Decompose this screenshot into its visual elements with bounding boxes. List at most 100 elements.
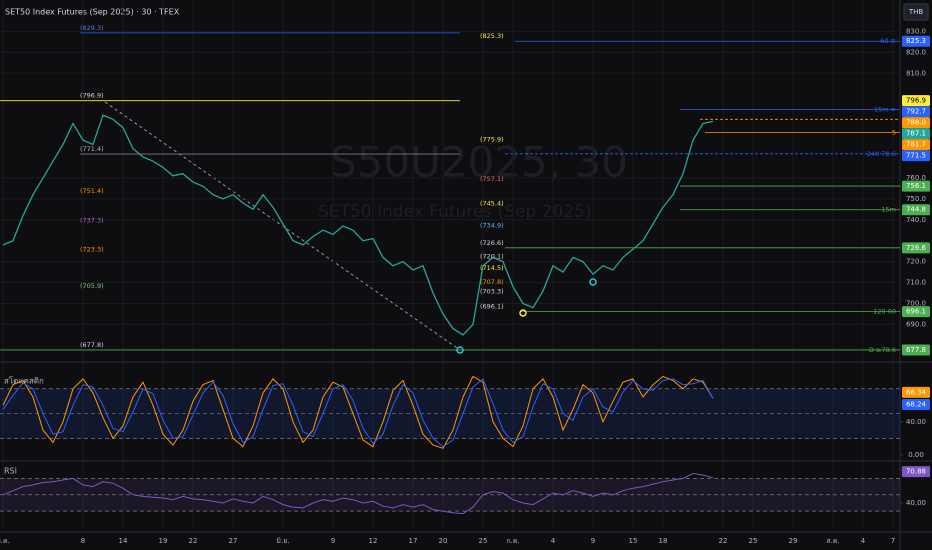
currency: THB	[908, 8, 924, 16]
price-label: 792.7	[906, 108, 926, 116]
price-label: 796.9	[906, 97, 926, 105]
y-tick-label: 0.00	[908, 451, 924, 459]
fib-label: (714.5)	[480, 264, 504, 272]
price-label: 696.1	[906, 308, 926, 316]
y-tick-label: 690.0	[906, 320, 926, 328]
price-label: 677.8	[906, 346, 926, 354]
y-tick-label: 820.0	[906, 48, 926, 56]
y-tick-label: 700.0	[906, 299, 926, 307]
x-tick-label: ก.ค.	[506, 537, 519, 545]
y-tick-label: 710.0	[906, 279, 926, 287]
last-value-label-box	[902, 466, 930, 478]
y-tick-label: 760.0	[906, 174, 926, 182]
y-tick-label: 40.00	[906, 418, 926, 426]
price-label-box	[902, 180, 930, 192]
x-tick-label: 14	[119, 537, 128, 545]
price-label: 726.6	[906, 244, 927, 252]
fib-label: (677.8)	[80, 341, 104, 349]
price-label: 781.7	[906, 141, 926, 149]
x-tick-label: 12	[369, 537, 378, 545]
level-note: 15m ≡	[874, 105, 896, 113]
x-tick-label: ส.ค.	[826, 537, 839, 545]
x-tick-label: 17	[409, 537, 418, 545]
pivot-marker	[589, 278, 597, 286]
fib-label: (737.3)	[80, 216, 104, 224]
x-tick-label: 9	[331, 537, 335, 545]
last-value-label: 68.34	[906, 388, 927, 396]
price-label-box	[902, 242, 930, 254]
x-tick-label: มิ.ย.	[276, 537, 289, 545]
y-tick-label: 740.0	[906, 216, 926, 224]
currency-box[interactable]	[903, 3, 929, 21]
price-label-box	[902, 35, 930, 47]
pivot-marker	[456, 346, 464, 354]
pane-title: สโตแคสติก	[4, 376, 44, 386]
fib-label: (796.9)	[80, 92, 104, 100]
last-value-label: 70.88	[906, 468, 926, 476]
pivot-marker	[519, 309, 527, 317]
level-note: 120 00	[873, 308, 896, 316]
price-label-box	[902, 344, 930, 356]
last-value-label: 68.24	[906, 400, 927, 408]
price-label-box	[902, 204, 930, 216]
fib-label: (705.9)	[80, 282, 104, 290]
series-line	[2, 378, 714, 448]
level-note: D ≥78.6	[869, 346, 896, 354]
y-tick-label: 810.0	[906, 69, 926, 77]
x-tick-label: 29	[789, 537, 798, 545]
price-label-box	[902, 128, 930, 140]
y-tick-label: 720.0	[906, 258, 926, 266]
fib-label: (723.3)	[80, 246, 104, 254]
fib-label: (745.4)	[480, 199, 504, 207]
price-label: 756.1	[906, 182, 926, 190]
price-label: 771.5	[906, 152, 926, 160]
price-label: 744.8	[906, 206, 926, 214]
price-label: 825.3	[906, 37, 926, 45]
level-note: 15m	[881, 206, 896, 214]
price-label-box	[902, 95, 930, 107]
x-tick-label: 18	[659, 537, 668, 545]
x-tick-label: 25	[479, 537, 488, 545]
price-label-box	[902, 106, 930, 118]
price-label-box	[902, 150, 930, 162]
price-label: 787.1	[906, 130, 926, 138]
pane-title: RSI	[4, 467, 17, 476]
x-tick-label: 15	[629, 537, 638, 545]
x-tick-label: 22	[719, 537, 728, 545]
fib-label: (707.8)	[480, 278, 504, 286]
x-tick-label: 19	[159, 537, 168, 545]
last-value-label-box	[902, 398, 930, 410]
fib-label: (757.1)	[480, 175, 504, 183]
x-tick-label: 7	[891, 537, 895, 545]
fib-label: (696.1)	[480, 303, 504, 311]
watermark-sub: SET50 Index Futures (Sep 2025)	[318, 202, 592, 222]
series-line	[2, 114, 714, 336]
fib-label: (829.3)	[80, 24, 104, 32]
y-tick-label: 40.00	[906, 499, 926, 507]
fib-label: (734.9)	[480, 221, 504, 229]
x-tick-label: พ.ค.	[0, 537, 10, 545]
fib-label: (720.1)	[480, 252, 504, 260]
x-tick-label: 25	[749, 537, 758, 545]
series-line	[2, 375, 714, 449]
x-tick-label: 9	[591, 537, 595, 545]
level-note: 60 ≡	[880, 37, 896, 45]
y-tick-label: 750.0	[906, 195, 926, 203]
fib-label: (726.6)	[480, 239, 504, 247]
last-value-label-box	[902, 386, 930, 398]
series-line	[2, 472, 714, 515]
watermark: S50U2025, 30	[330, 138, 628, 187]
price-label-box	[902, 306, 930, 318]
x-tick-label: 4	[551, 537, 556, 545]
fib-label: (751.4)	[80, 187, 104, 195]
fib-label: (825.3)	[480, 32, 504, 40]
fib-label: (703.3)	[480, 288, 504, 296]
x-tick-label: 27	[229, 537, 238, 545]
price-label-box	[902, 139, 930, 151]
fib-label: (771.4)	[80, 145, 104, 153]
level-note: 5	[892, 128, 896, 136]
x-tick-label: 8	[81, 537, 85, 545]
price-label: 788.0	[906, 119, 926, 127]
